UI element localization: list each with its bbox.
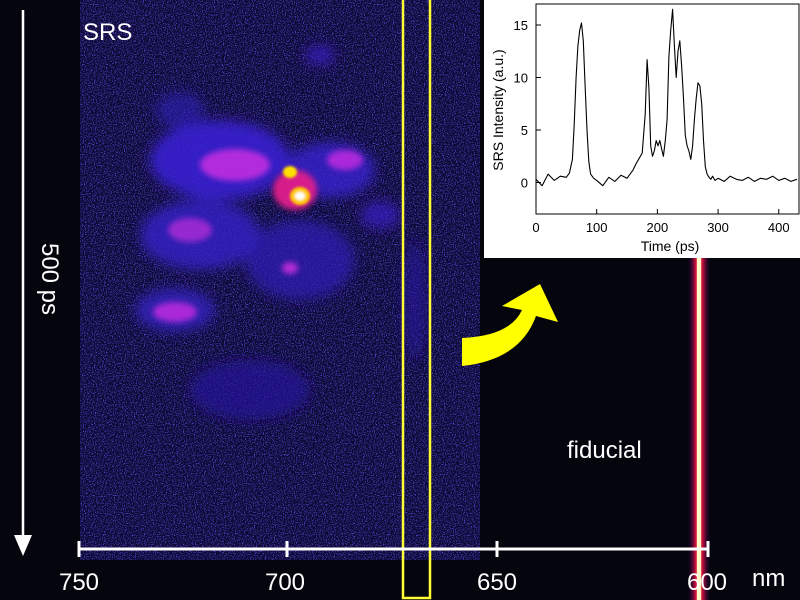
wavelength-tick-700: 700 (265, 569, 305, 596)
fiducial-label: fiducial (567, 437, 642, 464)
x-tick-label: 400 (768, 220, 790, 235)
wavelength-tick-600: 600 (687, 569, 727, 596)
y-tick-label: 10 (514, 71, 528, 86)
x-tick-label: 300 (707, 220, 729, 235)
srs-intensity-line (535, 8, 798, 187)
x-axis-label: Time (ps) (641, 238, 700, 254)
x-tick-label: 200 (647, 220, 669, 235)
y-axis-label: SRS Intensity (a.u.) (490, 49, 506, 170)
wavelength-unit: nm (752, 565, 785, 592)
y-tick-label: 15 (514, 18, 528, 33)
inset-lineout-chart: 0 100 200 300 400 0 5 10 15 SRS Intensity (a.u.)… (484, 0, 800, 258)
time-scale-bar (14, 10, 32, 556)
highlight-lineout-box (401, 0, 432, 600)
wavelength-tick-750: 750 (59, 569, 99, 596)
x-tick-label: 0 (532, 220, 539, 235)
wavelength-axis (77, 541, 710, 557)
y-tick-label: 5 (521, 123, 528, 138)
time-scale-label: 500 ps (36, 243, 63, 315)
wavelength-tick-650: 650 (477, 569, 517, 596)
curved-arrow-icon (462, 284, 558, 366)
x-tick-label: 100 (586, 220, 608, 235)
srs-label: SRS (83, 19, 132, 46)
plot-frame (535, 3, 800, 215)
y-tick-label: 0 (521, 176, 528, 191)
